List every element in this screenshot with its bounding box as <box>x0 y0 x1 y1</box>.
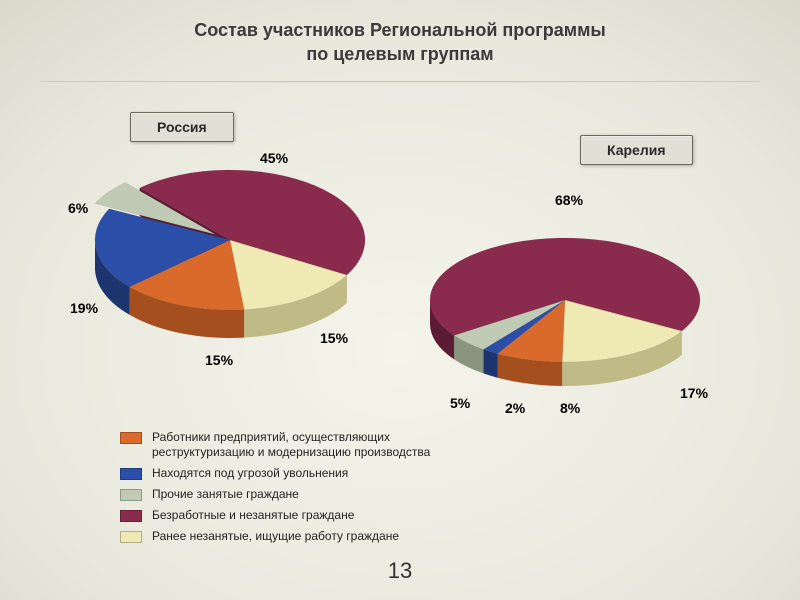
pie-slice-pale <box>454 300 565 349</box>
pie-value-label: 15% <box>205 352 233 368</box>
legend-item: Работники предприятий, осуществляющих ре… <box>120 430 480 460</box>
pie-side <box>498 354 563 386</box>
legend: Работники предприятий, осуществляющих ре… <box>120 430 480 550</box>
chart-label-karelia: Карелия <box>580 135 693 165</box>
pie-slice-pale <box>95 183 216 235</box>
legend-item: Находятся под угрозой увольнения <box>120 466 480 481</box>
legend-label: Прочие занятые граждане <box>152 487 299 502</box>
pie-side <box>95 240 130 315</box>
pie-side <box>483 349 497 377</box>
legend-label: Безработные и незанятые граждане <box>152 508 354 523</box>
pie-value-label: 19% <box>70 300 98 316</box>
pie-value-label: 6% <box>68 200 88 216</box>
pie-side <box>244 275 347 338</box>
pie-side <box>454 335 483 373</box>
title-line-2: по целевым группам <box>306 44 493 64</box>
pie-slice-orange <box>498 300 566 362</box>
legend-label: Находятся под угрозой увольнения <box>152 466 348 481</box>
pie-side <box>430 300 454 359</box>
pie-slice-blue <box>95 209 230 287</box>
legend-label: Ранее незанятые, ищущие работу граждане <box>152 529 399 544</box>
legend-swatch <box>120 510 142 522</box>
pie-side <box>130 287 244 338</box>
pie-cutface <box>109 209 230 268</box>
title-line-1: Состав участников Региональной программы <box>194 20 606 40</box>
legend-item: Безработные и незанятые граждане <box>120 508 480 523</box>
pie-slice-maroon <box>430 238 700 335</box>
legend-swatch <box>120 489 142 501</box>
legend-label: Работники предприятий, осуществляющих ре… <box>152 430 480 460</box>
pie-value-label: 17% <box>680 385 708 401</box>
chart-label-russia: Россия <box>130 112 234 142</box>
pie-value-label: 8% <box>560 400 580 416</box>
pie-cutface <box>140 188 230 268</box>
pie-slice-cream <box>562 300 682 362</box>
pie-slice-cream <box>230 240 347 310</box>
pie-value-label: 2% <box>505 400 525 416</box>
page-number: 13 <box>388 558 412 584</box>
legend-swatch <box>120 432 142 444</box>
legend-swatch <box>120 468 142 480</box>
legend-item: Прочие занятые граждане <box>120 487 480 502</box>
pie-value-label: 45% <box>260 150 288 166</box>
pie-value-label: 5% <box>450 395 470 411</box>
pie-side <box>562 331 682 386</box>
pie-slice-maroon <box>140 170 365 275</box>
pie-slice-orange <box>130 240 244 310</box>
pie-slice-blue <box>483 300 565 354</box>
pie-value-label: 15% <box>320 330 348 346</box>
title-divider <box>40 81 760 83</box>
pie-value-label: 68% <box>555 192 583 208</box>
legend-swatch <box>120 531 142 543</box>
page-title: Состав участников Региональной программы… <box>0 0 800 75</box>
legend-item: Ранее незанятые, ищущие работу граждане <box>120 529 480 544</box>
